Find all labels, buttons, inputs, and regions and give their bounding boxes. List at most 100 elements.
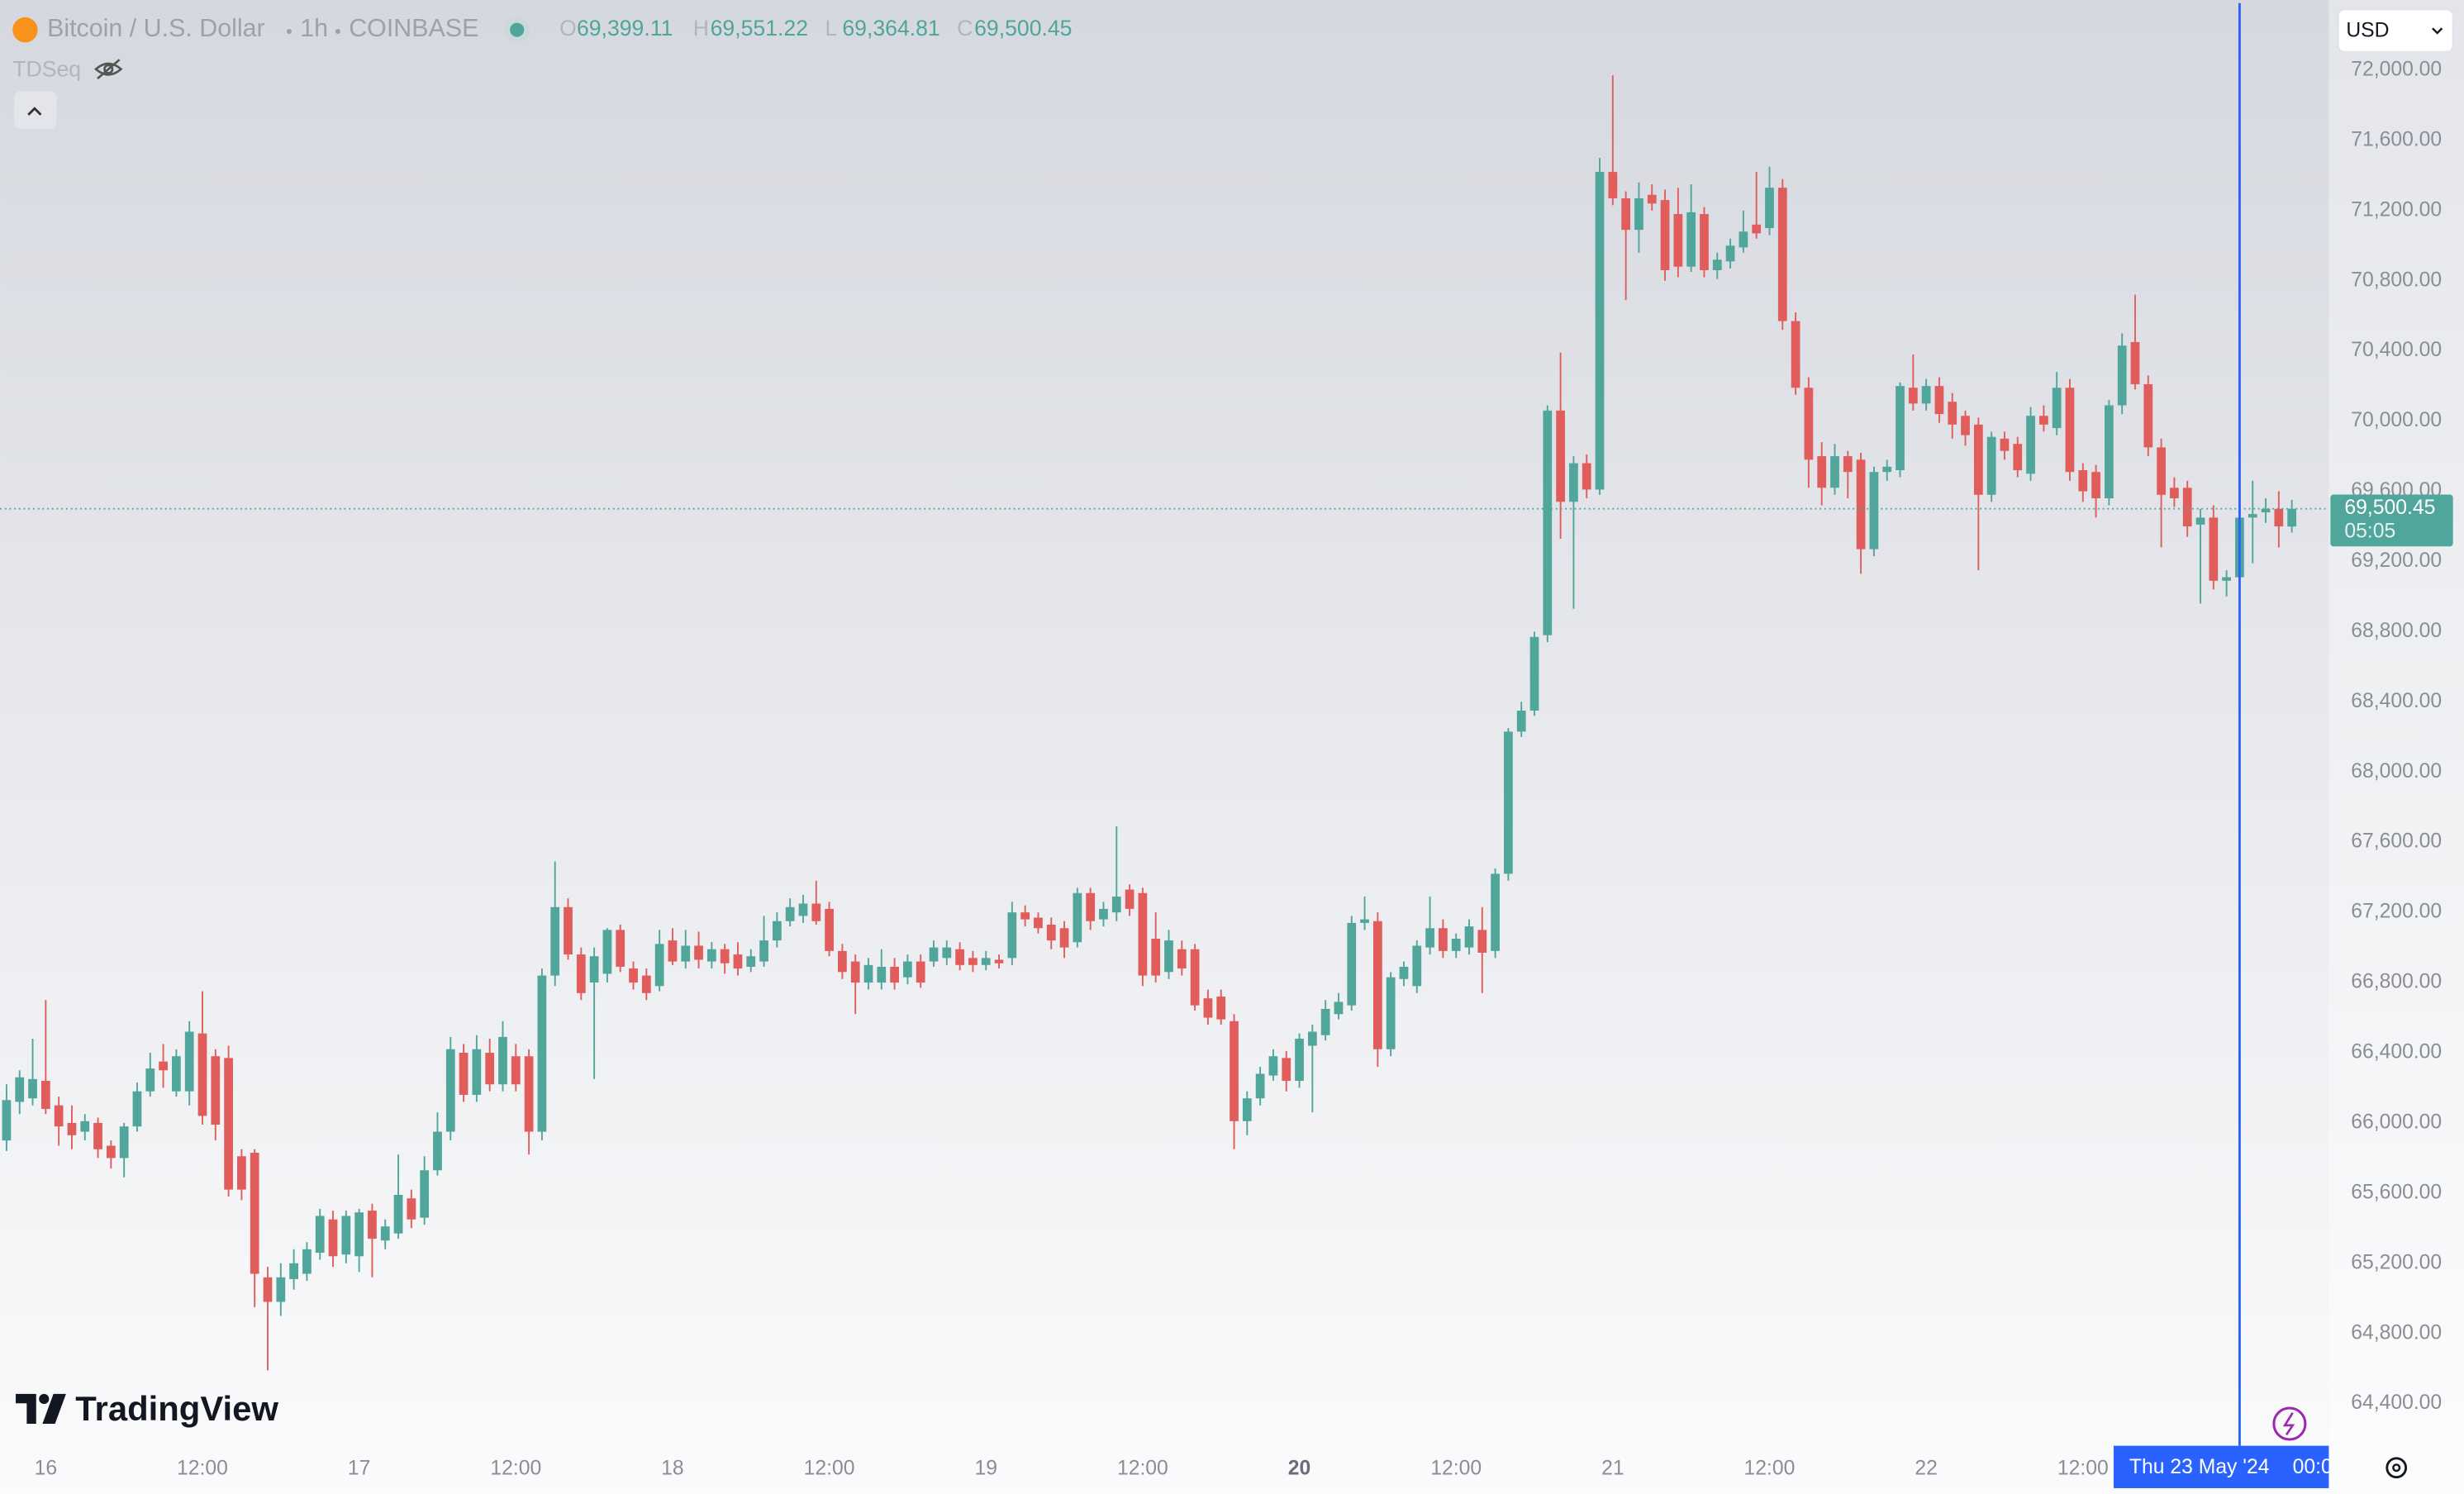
- candle-body: [641, 975, 651, 993]
- visibility-toggle[interactable]: [94, 59, 123, 80]
- candle-body: [981, 958, 991, 965]
- candle-body: [2, 1100, 12, 1141]
- crosshair-label: Thu 23 May '24 00:00: [2113, 1445, 2344, 1488]
- x-tick-label: 12:00: [1117, 1458, 1168, 1480]
- candle-body: [524, 1056, 534, 1132]
- candle-body: [916, 961, 925, 983]
- candle-body: [1491, 873, 1500, 951]
- candle-body: [472, 1049, 482, 1095]
- candle-body: [1673, 214, 1683, 267]
- x-tick-label: 12:00: [177, 1458, 228, 1480]
- alert-icon[interactable]: [2272, 1406, 2307, 1441]
- candle-body: [1203, 998, 1213, 1018]
- x-tick-label: 12:00: [490, 1458, 541, 1480]
- candle-body: [263, 1277, 273, 1302]
- symbol-title[interactable]: Bitcoin / U.S. Dollar: [47, 14, 265, 42]
- candle-body: [994, 959, 1004, 963]
- y-tick-label: 66,400.00: [2351, 1041, 2442, 1063]
- candle-body: [2209, 517, 2219, 581]
- separator: [335, 28, 340, 35]
- candle-body: [197, 1033, 207, 1116]
- currency-label: USD: [2346, 20, 2389, 42]
- candle-body: [1282, 1058, 1291, 1081]
- candle-body: [341, 1216, 351, 1255]
- candle-body: [368, 1211, 377, 1239]
- x-tick-label: 16: [35, 1458, 58, 1480]
- candle-body: [1882, 466, 1892, 473]
- candle-body: [2026, 416, 2035, 474]
- currency-select[interactable]: [2337, 8, 2454, 53]
- candle-body: [2143, 384, 2153, 448]
- x-tick-label: 18: [661, 1458, 684, 1480]
- interval[interactable]: 1h: [300, 14, 328, 42]
- candle-body: [550, 906, 560, 976]
- x-tick-label: 17: [348, 1458, 371, 1480]
- last-price-box: [2330, 494, 2453, 547]
- separator: [286, 28, 292, 35]
- candle-body: [1138, 892, 1148, 976]
- candle-body: [694, 945, 703, 960]
- y-tick-label: 66,800.00: [2351, 971, 2442, 993]
- candle-body: [28, 1078, 37, 1099]
- candle-body: [1739, 231, 1748, 248]
- candle-body: [1921, 386, 1931, 404]
- collapse-icon: [27, 107, 42, 116]
- y-tick-label: 72,000.00: [2351, 58, 2442, 80]
- indicator-name[interactable]: TDSeq: [12, 57, 81, 82]
- candle-body: [1582, 463, 1591, 490]
- candle-body: [1412, 945, 1422, 987]
- candle-body: [1190, 949, 1200, 1006]
- y-tick-label: 64,800.00: [2351, 1321, 2442, 1344]
- crosshair-time: 00:00: [2293, 1456, 2344, 1478]
- candle-body: [863, 964, 873, 983]
- candle-body: [224, 1058, 233, 1190]
- candle-body: [172, 1056, 181, 1092]
- y-tick-label: 67,200.00: [2351, 901, 2442, 923]
- candle-body: [1242, 1098, 1252, 1121]
- candle-body: [1856, 459, 1866, 550]
- candle-body: [2091, 472, 2100, 499]
- candle-body: [15, 1077, 25, 1102]
- candle-body: [1686, 212, 1696, 267]
- watermark[interactable]: TradingView: [75, 1389, 278, 1428]
- ohlc-value: 69,500.45: [974, 16, 1072, 40]
- candle-body: [237, 1156, 246, 1190]
- candle-body: [2130, 342, 2140, 385]
- candle-body: [380, 1226, 390, 1241]
- x-tick-label: 12:00: [2057, 1458, 2109, 1480]
- ohlc-key: H: [693, 16, 709, 40]
- logo-mark: [16, 1393, 66, 1424]
- settings-icon[interactable]: [2386, 1457, 2408, 1479]
- candle-body: [2105, 405, 2114, 499]
- candle-body: [1660, 200, 1670, 270]
- candle-body: [1164, 940, 1173, 973]
- candle-body: [159, 1061, 168, 1071]
- candle-body: [2287, 508, 2297, 527]
- candle-body: [1347, 922, 1357, 1006]
- y-tick-label: 71,200.00: [2351, 198, 2442, 221]
- plot-area: [0, 75, 2329, 1371]
- candle-body: [459, 1052, 469, 1095]
- ohlc-value: 69,551.22: [711, 16, 808, 40]
- y-tick-label: 70,800.00: [2351, 269, 2442, 291]
- candle-body: [119, 1126, 129, 1159]
- candle-body: [1516, 710, 1526, 732]
- candle-body: [1216, 997, 1226, 1020]
- candle-body: [1843, 456, 1853, 473]
- ohlc-value: 69,399.11: [577, 16, 673, 40]
- candle-body: [942, 947, 952, 959]
- candle-body: [1177, 949, 1187, 969]
- candle-body: [420, 1170, 430, 1218]
- symbol-icon[interactable]: [12, 17, 38, 43]
- candle-body: [681, 945, 691, 962]
- candle-body: [654, 944, 664, 987]
- candle-body: [1477, 930, 1487, 953]
- candle-body: [2261, 508, 2271, 513]
- exchange[interactable]: COINBASE: [349, 14, 478, 42]
- candle-body: [289, 1263, 298, 1279]
- candle-body: [2170, 488, 2179, 499]
- x-tick-label: 19: [974, 1458, 997, 1480]
- y-tick-label: 68,000.00: [2351, 760, 2442, 783]
- candle-body: [589, 956, 599, 983]
- candle-body: [564, 906, 573, 955]
